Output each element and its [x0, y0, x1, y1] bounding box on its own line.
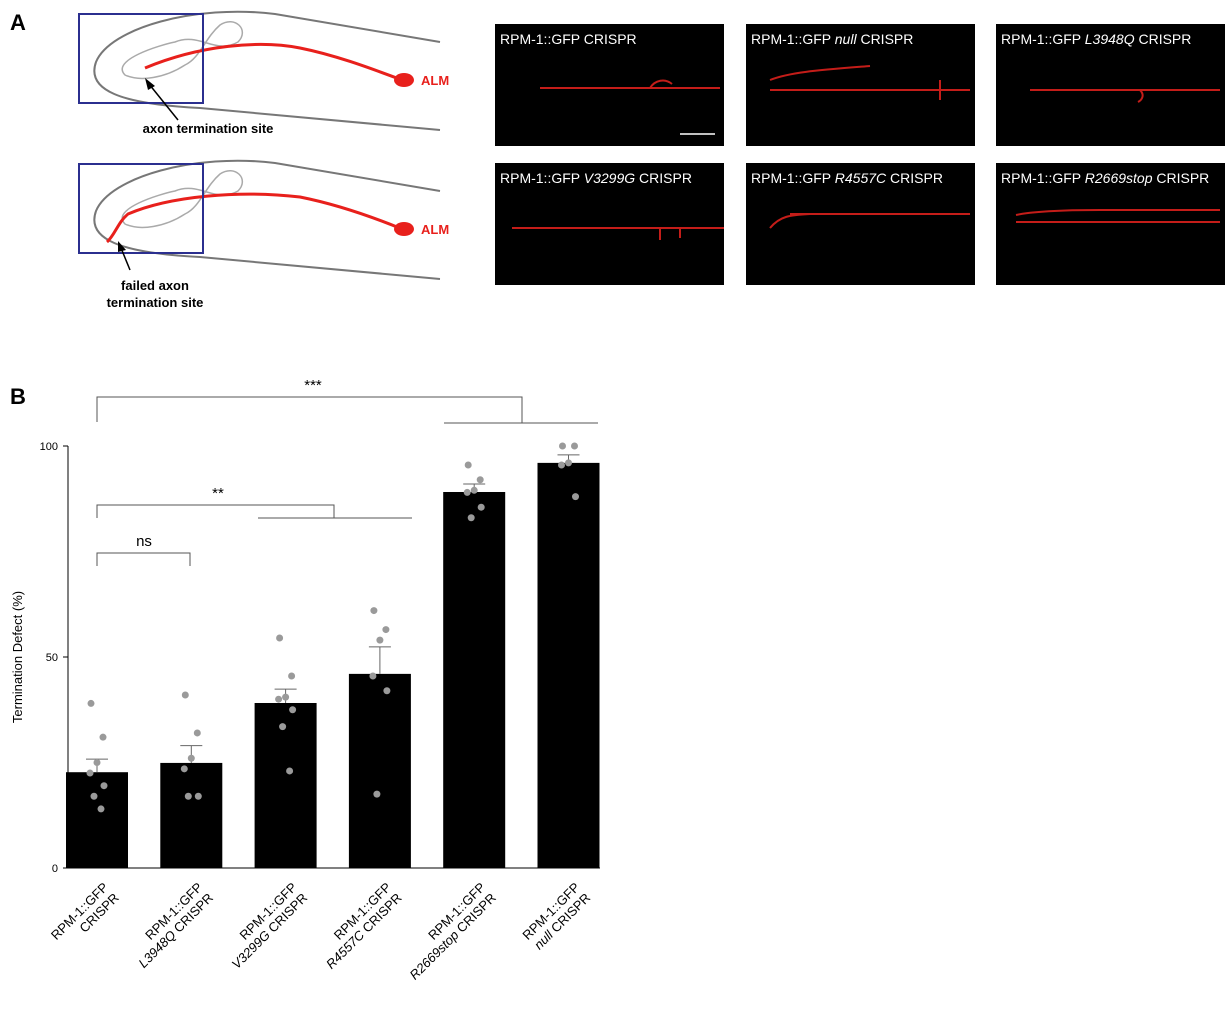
image-label: RPM-1::GFP R4557C CRISPR: [751, 170, 943, 186]
image-label: RPM-1::GFP null CRISPR: [751, 31, 913, 47]
y-axis-label: Termination Defect (%): [10, 591, 25, 723]
data-point: [98, 805, 105, 812]
label-part: RPM-1::GFP: [751, 170, 831, 186]
bar: [160, 763, 222, 868]
worm-diagram: [79, 161, 440, 279]
diagram-caption: axon termination site: [143, 121, 274, 136]
data-point: [370, 607, 377, 614]
label-part: CRISPR: [584, 31, 637, 47]
x-tick-label: RPM-1::GFPR4557C CRISPR: [312, 880, 404, 972]
data-point: [279, 723, 286, 730]
data-point: [464, 489, 471, 496]
data-point: [571, 443, 578, 450]
data-point: [195, 793, 202, 800]
data-point: [188, 755, 195, 762]
significance: **: [212, 485, 224, 502]
neuron-label: ALM: [421, 73, 449, 88]
panel-letter: B: [10, 384, 26, 409]
data-point: [477, 476, 484, 483]
figure: A B ALM axon termination site ALM failed…: [0, 0, 1227, 1005]
neuron-label: ALM: [421, 222, 449, 237]
x-tick-label: RPM-1::GFPR2669stop CRISPR: [396, 880, 499, 983]
data-point: [289, 706, 296, 713]
data-point: [100, 734, 107, 741]
diagram-caption: termination site: [107, 295, 204, 310]
y-tick-label: 100: [40, 441, 58, 453]
label-part: RPM-1::GFP: [500, 31, 580, 47]
data-point: [383, 687, 390, 694]
bar: [443, 492, 505, 868]
label-variant: V3299G: [584, 170, 635, 186]
label-variant: R2669stop: [1085, 170, 1153, 186]
y-tick-label: 0: [52, 863, 58, 875]
panel-letter: A: [10, 10, 26, 35]
data-point: [572, 493, 579, 500]
data-point: [185, 793, 192, 800]
data-point: [94, 759, 101, 766]
significance: ns: [136, 533, 152, 550]
label-part: RPM-1::GFP: [751, 31, 831, 47]
label-part: CRISPR: [1138, 31, 1191, 47]
data-point: [87, 770, 94, 777]
data-point: [194, 729, 201, 736]
data-point: [376, 637, 383, 644]
data-point: [91, 793, 98, 800]
data-point: [559, 443, 566, 450]
bar: [349, 674, 411, 868]
label-variant: null: [835, 31, 858, 47]
image-label: RPM-1::GFP CRISPR: [500, 31, 637, 47]
image-label: RPM-1::GFP L3948Q CRISPR: [1001, 31, 1191, 47]
data-point: [288, 672, 295, 679]
label-part: CRISPR: [860, 31, 913, 47]
data-point: [88, 700, 95, 707]
x-tick-label: RPM-1::GFPV3299G CRISPR: [218, 880, 310, 972]
data-point: [373, 791, 380, 798]
data-point: [369, 672, 376, 679]
x-tick-label: RPM-1::GFPCRISPR: [48, 880, 122, 954]
x-tick-label: RPM-1::GFPL3948Q CRISPR: [125, 880, 216, 971]
x-tick-label: RPM-1::GFPnull CRISPR: [519, 880, 593, 954]
bar: [66, 772, 128, 868]
data-point: [382, 626, 389, 633]
data-point: [276, 635, 283, 642]
image-label: RPM-1::GFP V3299G CRISPR: [500, 170, 692, 186]
y-tick-label: 50: [46, 652, 58, 664]
data-point: [468, 514, 475, 521]
data-point: [282, 694, 289, 701]
data-point: [182, 691, 189, 698]
label-part: RPM-1::GFP: [500, 170, 580, 186]
label-variant: R4557C: [835, 170, 887, 186]
label-variant: L3948Q: [1085, 31, 1135, 47]
bar-chart: ns ** *** Termination Defect (%) 0 50 100 R…: [10, 377, 600, 982]
data-point: [471, 487, 478, 494]
worm-diagram: [79, 12, 440, 130]
label-part: RPM-1::GFP: [1001, 31, 1081, 47]
data-point: [465, 461, 472, 468]
data-point: [101, 782, 108, 789]
significance: ***: [304, 377, 322, 394]
label-part: CRISPR: [639, 170, 692, 186]
label-part: CRISPR: [890, 170, 943, 186]
data-point: [558, 461, 565, 468]
data-point: [275, 696, 282, 703]
data-point: [286, 767, 293, 774]
label-part: CRISPR: [1156, 170, 1209, 186]
data-point: [181, 765, 188, 772]
data-point: [478, 504, 485, 511]
diagram-caption: failed axon: [121, 278, 189, 293]
data-point: [565, 459, 572, 466]
bar: [538, 463, 600, 868]
label-part: RPM-1::GFP: [1001, 170, 1081, 186]
image-label: RPM-1::GFP R2669stop CRISPR: [1001, 170, 1209, 186]
